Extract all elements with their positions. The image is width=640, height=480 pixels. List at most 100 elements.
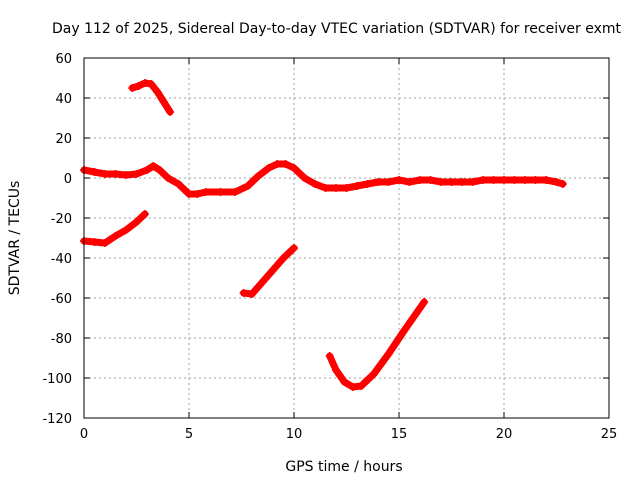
- data-point: [216, 188, 225, 196]
- data-point: [279, 254, 288, 262]
- data-point: [542, 176, 550, 184]
- data-point: [468, 178, 477, 186]
- data-point: [101, 239, 109, 247]
- y-tick-label: -100: [42, 372, 72, 387]
- data-point: [254, 172, 263, 180]
- series-track-main: [80, 160, 567, 198]
- y-tick-label: -60: [51, 292, 72, 307]
- data-point: [290, 164, 298, 172]
- series-trace: [326, 298, 428, 391]
- data-point: [384, 350, 393, 358]
- series-track-arc-high: [128, 79, 175, 116]
- y-tick-label: -20: [51, 212, 72, 227]
- data-point: [510, 176, 519, 184]
- data-point: [122, 171, 130, 179]
- x-tick-label: 20: [496, 427, 513, 442]
- y-tick-label: -80: [51, 332, 72, 347]
- data-point: [264, 164, 273, 172]
- data-point: [311, 180, 319, 188]
- x-tick-label: 5: [185, 427, 193, 442]
- data-point: [101, 170, 109, 178]
- plot-frame: [83, 57, 610, 419]
- series-track-deep: [325, 298, 429, 391]
- data-point: [420, 298, 429, 306]
- y-tick-label: 40: [55, 92, 72, 107]
- series-track-mid: [239, 244, 298, 298]
- data-point: [122, 226, 130, 234]
- data-point: [426, 176, 435, 184]
- data-point: [500, 176, 508, 184]
- data-point: [411, 310, 420, 318]
- data-point: [395, 176, 403, 184]
- data-point: [458, 178, 466, 186]
- data-point: [325, 352, 334, 360]
- x-axis-label: GPS time / hours: [285, 459, 402, 475]
- data-point: [369, 370, 378, 378]
- data-point: [437, 178, 445, 186]
- data-point: [166, 108, 175, 116]
- data-point: [353, 182, 361, 190]
- axis-ticks: 0 5 10 15 20 25 -120 -100 -80 -60 -40 -20 0 20 40 60: [42, 52, 617, 442]
- data-point: [239, 289, 248, 297]
- y-tick-label: 20: [55, 132, 72, 147]
- data-point: [159, 98, 168, 106]
- data-point: [111, 170, 120, 178]
- data-point: [90, 238, 99, 246]
- data-point: [399, 328, 408, 336]
- data-point: [243, 182, 252, 190]
- y-tick-label: 0: [64, 172, 72, 187]
- data-point: [340, 378, 349, 386]
- y-tick-label: -40: [51, 252, 72, 267]
- data-point: [132, 170, 141, 178]
- data-point: [281, 160, 290, 168]
- data-point: [321, 184, 330, 192]
- data-point: [155, 166, 164, 174]
- data-point: [447, 178, 456, 186]
- y-axis-label: SDTVAR / TECUs: [7, 181, 23, 296]
- data-point: [140, 79, 149, 87]
- x-tick-label: 0: [80, 427, 88, 442]
- series-trace: [240, 244, 298, 298]
- data-point: [185, 190, 193, 198]
- data-point: [193, 190, 202, 198]
- data-point: [342, 184, 351, 192]
- data-point: [149, 162, 158, 170]
- data-point: [300, 174, 309, 182]
- data-point: [290, 244, 298, 252]
- data-point: [128, 84, 137, 92]
- data-point: [374, 178, 382, 186]
- series-trace: [80, 160, 567, 198]
- y-tick-label: -120: [42, 412, 72, 427]
- y-tick-label: 60: [55, 52, 72, 67]
- x-tick-label: 25: [601, 427, 618, 442]
- data-point: [416, 176, 424, 184]
- data-point: [363, 180, 372, 188]
- data-point: [134, 82, 143, 90]
- data-point: [273, 160, 282, 168]
- data-point: [153, 88, 162, 96]
- data-point: [269, 266, 277, 274]
- data-point: [258, 278, 267, 286]
- data-point: [147, 80, 156, 88]
- data-point: [140, 210, 149, 218]
- data-point: [489, 176, 498, 184]
- data-point: [479, 176, 487, 184]
- data-point: [143, 166, 151, 174]
- data-point: [521, 176, 529, 184]
- data-point: [558, 180, 567, 188]
- data-point: [531, 176, 540, 184]
- data-point: [348, 383, 357, 391]
- data-point: [164, 174, 172, 182]
- data-point: [332, 184, 340, 192]
- data-point: [174, 180, 183, 188]
- data-point: [248, 290, 256, 298]
- data-point: [231, 188, 240, 196]
- data-point: [552, 178, 561, 186]
- data-series: [80, 79, 567, 391]
- x-tick-label: 10: [286, 427, 303, 442]
- data-point: [405, 178, 414, 186]
- data-point: [111, 232, 120, 240]
- data-point: [201, 188, 210, 196]
- data-point: [332, 366, 340, 374]
